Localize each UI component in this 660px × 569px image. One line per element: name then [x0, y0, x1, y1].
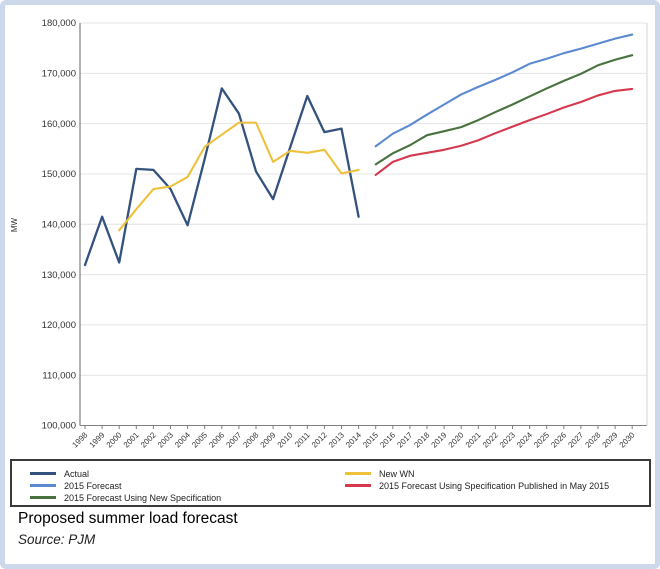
svg-text:150,000: 150,000	[42, 169, 76, 180]
legend-line-swatch-may-2015	[345, 484, 371, 487]
legend-item-2015-forecast: 2015 Forecast	[30, 480, 345, 491]
svg-text:2007: 2007	[224, 430, 243, 449]
legend-label-new-specification: 2015 Forecast Using New Specification	[64, 492, 222, 503]
svg-text:2009: 2009	[259, 430, 278, 449]
svg-text:2028: 2028	[583, 430, 602, 449]
chart-caption-source: Source: PJM	[18, 532, 96, 547]
svg-text:2023: 2023	[498, 430, 517, 449]
legend-box: Actual 2015 Forecast 2015 Forecast Using…	[10, 459, 651, 507]
legend-column-right: New WN 2015 Forecast Using Specification…	[345, 468, 609, 505]
legend-line-swatch-2015-forecast	[30, 484, 56, 487]
svg-text:2020: 2020	[447, 430, 466, 449]
legend-label-may-2015: 2015 Forecast Using Specification Publis…	[379, 480, 610, 491]
svg-text:2026: 2026	[549, 430, 568, 449]
svg-text:2003: 2003	[156, 430, 175, 449]
svg-text:100,000: 100,000	[42, 421, 76, 432]
svg-text:2030: 2030	[618, 430, 637, 449]
svg-text:2005: 2005	[190, 430, 209, 449]
legend-label-2015-forecast: 2015 Forecast	[64, 480, 122, 491]
legend-label-new-wn: New WN	[379, 468, 415, 479]
svg-text:2017: 2017	[395, 430, 414, 449]
chart-caption-title: Proposed summer load forecast	[18, 510, 238, 527]
svg-text:130,000: 130,000	[42, 270, 76, 281]
svg-text:180,000: 180,000	[42, 18, 76, 29]
svg-text:2025: 2025	[532, 430, 551, 449]
svg-text:2016: 2016	[378, 430, 397, 449]
legend-line-swatch-new-specification	[30, 496, 56, 499]
svg-text:2027: 2027	[566, 430, 585, 449]
legend-column-left: Actual 2015 Forecast 2015 Forecast Using…	[30, 468, 345, 505]
svg-text:120,000: 120,000	[42, 320, 76, 331]
svg-text:2010: 2010	[276, 430, 295, 449]
svg-text:2008: 2008	[241, 430, 260, 449]
svg-text:MW: MW	[10, 217, 19, 232]
svg-text:2015: 2015	[361, 430, 380, 449]
svg-text:2000: 2000	[105, 430, 124, 449]
svg-text:110,000: 110,000	[42, 370, 76, 381]
svg-text:170,000: 170,000	[42, 69, 76, 80]
legend-line-swatch-actual	[30, 472, 56, 475]
svg-text:2006: 2006	[207, 430, 226, 449]
svg-text:2011: 2011	[293, 430, 312, 449]
svg-text:160,000: 160,000	[42, 119, 76, 130]
svg-text:2018: 2018	[412, 430, 431, 449]
svg-text:1999: 1999	[88, 430, 107, 449]
svg-text:1998: 1998	[70, 430, 89, 449]
legend-item-may-2015: 2015 Forecast Using Specification Publis…	[345, 480, 609, 491]
svg-text:2002: 2002	[139, 430, 158, 449]
legend-item-new-wn: New WN	[345, 468, 609, 479]
svg-text:2024: 2024	[515, 430, 534, 449]
svg-text:2019: 2019	[430, 430, 449, 449]
legend-line-swatch-new-wn	[345, 472, 371, 475]
svg-text:2012: 2012	[310, 430, 329, 449]
legend-item-new-specification: 2015 Forecast Using New Specification	[30, 492, 345, 503]
svg-text:2014: 2014	[344, 430, 363, 449]
svg-text:2013: 2013	[327, 430, 346, 449]
svg-text:2029: 2029	[601, 430, 620, 449]
legend-item-actual: Actual	[30, 468, 345, 479]
chart-svg: 100,000 110,000 120,000 130,000 140,000 150,0…	[10, 18, 648, 449]
legend-label-actual: Actual	[64, 468, 90, 479]
svg-text:2022: 2022	[481, 430, 500, 449]
svg-text:2021: 2021	[464, 430, 483, 449]
svg-text:140,000: 140,000	[42, 219, 76, 230]
svg-text:2001: 2001	[122, 430, 141, 449]
svg-text:2004: 2004	[173, 430, 192, 449]
